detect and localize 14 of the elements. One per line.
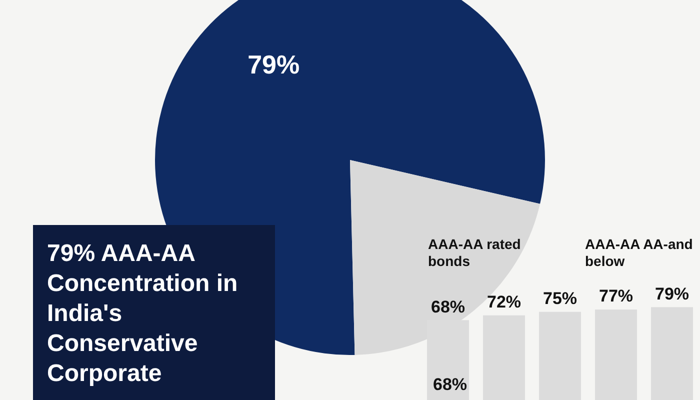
bar — [595, 310, 637, 400]
text: AAA-AA AA-and below — [585, 236, 694, 270]
data-label: 72% — [486, 292, 522, 312]
annotation: 68% — [433, 375, 468, 394]
data-label: 77% — [598, 286, 634, 306]
data-label: 75% — [542, 289, 578, 308]
data-label: 79% — [654, 284, 690, 304]
data-label: 79% — [248, 49, 300, 80]
text: 79% AAA-AA Concentration in India's Conservative Corporate — [33, 225, 275, 400]
bar — [539, 312, 581, 400]
bar — [483, 315, 525, 400]
bar — [651, 307, 693, 400]
data-label: 68% — [430, 297, 466, 316]
text: AAA-AA rated bonds — [428, 236, 522, 270]
